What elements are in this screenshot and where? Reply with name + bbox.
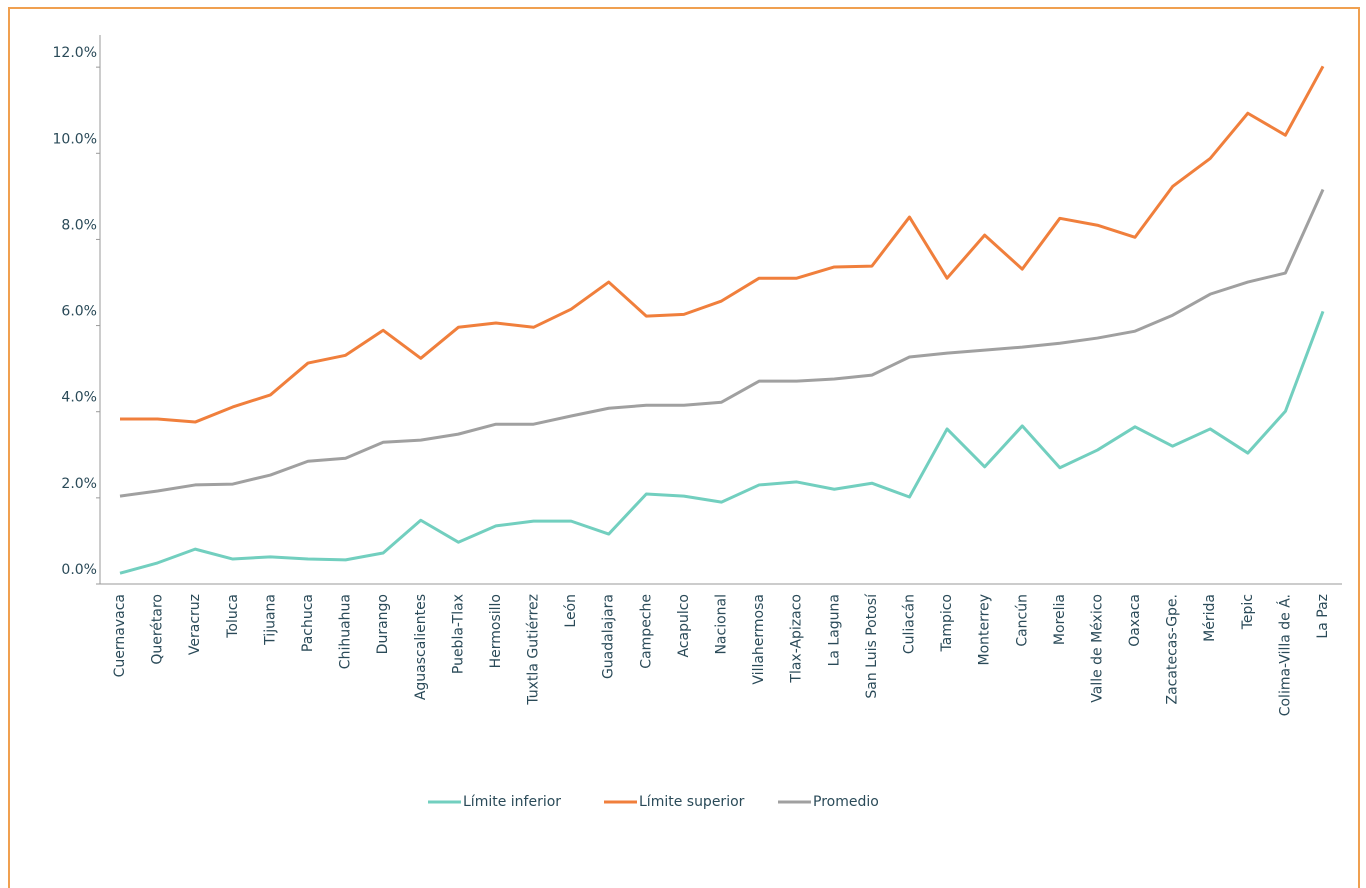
y-tick-label: 8.0% bbox=[61, 217, 97, 233]
y-tick-label: 2.0% bbox=[61, 476, 97, 492]
x-tick-label: Hermosillo bbox=[488, 594, 504, 668]
x-tick-label: Tuxtla Gutiérrez bbox=[526, 594, 542, 706]
x-tick-label: Tampico bbox=[939, 594, 955, 653]
x-tick-label: Villahermosa bbox=[751, 594, 767, 685]
x-tick-label: San Luis Potosí bbox=[864, 593, 880, 699]
x-tick-label: Tijuana bbox=[262, 594, 278, 646]
x-tick-label: Colima-Villa de Á. bbox=[1276, 594, 1293, 716]
y-tick-label: 12.0% bbox=[53, 45, 97, 61]
x-tick-label: Tepic bbox=[1240, 594, 1256, 630]
x-tick-label: León bbox=[563, 594, 579, 628]
x-tick-label: Acapulco bbox=[676, 594, 692, 658]
x-tick-label: Puebla-Tlax bbox=[450, 594, 466, 674]
legend-label: Límite inferior bbox=[463, 794, 561, 810]
y-tick-label: 10.0% bbox=[53, 131, 97, 147]
x-tick-label: La Paz bbox=[1315, 594, 1331, 639]
x-tick-label: Monterrey bbox=[977, 594, 993, 665]
x-tick-label: La Laguna bbox=[826, 594, 842, 666]
series-line bbox=[119, 188, 1325, 498]
x-tick-label: Durango bbox=[375, 594, 391, 654]
x-tick-label: Valle de México bbox=[1089, 594, 1105, 703]
x-tick-label: Guadalajara bbox=[601, 594, 617, 679]
x-tick-label: Cuernavaca bbox=[112, 594, 128, 677]
frame bbox=[8, 7, 1360, 888]
x-tick-label: Toluca bbox=[225, 594, 241, 639]
y-tick-label: 6.0% bbox=[61, 304, 97, 320]
x-tick-label: Mérida bbox=[1202, 594, 1218, 642]
x-tick-label: Tlax-Apizaco bbox=[789, 594, 805, 684]
x-tick-label: Campeche bbox=[638, 594, 654, 669]
x-tick-label: Veracruz bbox=[187, 594, 203, 655]
legend-label: Límite superior bbox=[639, 794, 745, 810]
x-tick-label: Morelia bbox=[1052, 594, 1068, 645]
y-tick-label: 0.0% bbox=[61, 562, 97, 578]
x-tick-label: Zacatecas-Gpe. bbox=[1165, 594, 1181, 704]
x-tick-label: Aguascalientes bbox=[413, 594, 429, 700]
x-tick-label: Chihuahua bbox=[338, 594, 354, 669]
x-tick-label: Oaxaca bbox=[1127, 594, 1143, 647]
x-tick-label: Querétaro bbox=[150, 594, 166, 665]
series-line bbox=[119, 310, 1325, 575]
legend-label: Promedio bbox=[813, 794, 879, 810]
series-line bbox=[120, 65, 1325, 424]
x-tick-label: Pachuca bbox=[300, 594, 316, 652]
x-tick-label: Culiacán bbox=[901, 594, 917, 654]
x-tick-label: Nacional bbox=[714, 594, 730, 655]
y-tick-label: 4.0% bbox=[61, 390, 97, 406]
x-tick-label: Cancún bbox=[1014, 594, 1030, 647]
